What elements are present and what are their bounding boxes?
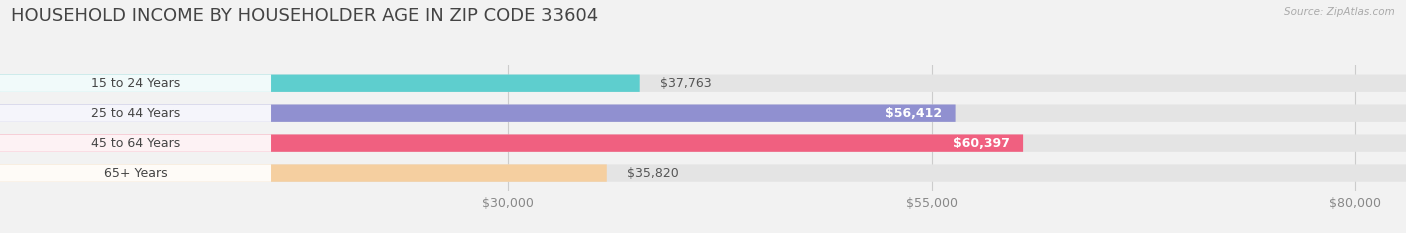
Text: 65+ Years: 65+ Years [104,167,167,180]
Text: Source: ZipAtlas.com: Source: ZipAtlas.com [1284,7,1395,17]
Text: $37,763: $37,763 [659,77,711,90]
FancyBboxPatch shape [0,104,1406,122]
FancyBboxPatch shape [0,75,1406,92]
FancyBboxPatch shape [0,164,607,182]
Text: $60,397: $60,397 [953,137,1010,150]
FancyBboxPatch shape [0,164,271,182]
FancyBboxPatch shape [0,134,1406,152]
FancyBboxPatch shape [0,75,640,92]
FancyBboxPatch shape [0,134,271,152]
Text: HOUSEHOLD INCOME BY HOUSEHOLDER AGE IN ZIP CODE 33604: HOUSEHOLD INCOME BY HOUSEHOLDER AGE IN Z… [11,7,599,25]
FancyBboxPatch shape [0,104,271,122]
FancyBboxPatch shape [0,134,1024,152]
Text: 45 to 64 Years: 45 to 64 Years [91,137,180,150]
FancyBboxPatch shape [0,104,956,122]
FancyBboxPatch shape [0,164,1406,182]
Text: $56,412: $56,412 [884,107,942,120]
Text: 15 to 24 Years: 15 to 24 Years [91,77,180,90]
Text: 25 to 44 Years: 25 to 44 Years [91,107,180,120]
Text: $35,820: $35,820 [627,167,679,180]
FancyBboxPatch shape [0,75,271,92]
